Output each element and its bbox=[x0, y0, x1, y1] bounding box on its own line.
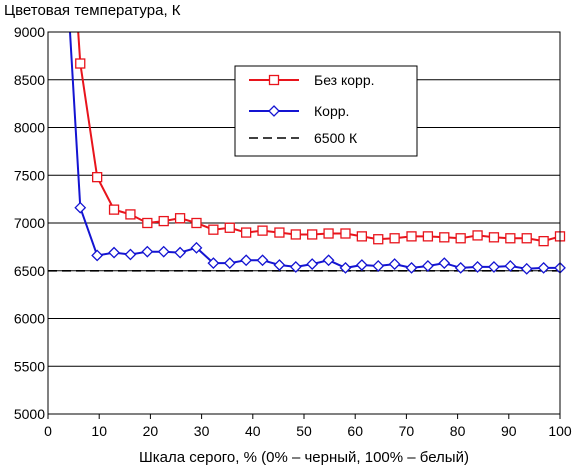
y-tick-label: 5500 bbox=[14, 358, 45, 374]
series-layer bbox=[48, 31, 566, 275]
data-point bbox=[268, 74, 280, 86]
data-point bbox=[406, 231, 417, 242]
data-point bbox=[108, 246, 120, 259]
legend: Без корр. Корр. 6500 К bbox=[234, 65, 418, 157]
x-tick-label: 50 bbox=[296, 423, 312, 439]
data-point bbox=[472, 230, 483, 241]
data-point bbox=[355, 259, 368, 271]
x-tick-label: 10 bbox=[91, 423, 107, 439]
data-point bbox=[268, 105, 280, 117]
data-point bbox=[274, 227, 285, 238]
data-point bbox=[538, 235, 549, 247]
data-point bbox=[471, 261, 484, 273]
legend-label: Без корр. bbox=[314, 72, 375, 88]
data-point bbox=[223, 257, 236, 270]
x-tick-label: 0 bbox=[44, 423, 52, 439]
data-point bbox=[521, 233, 532, 244]
y-tick-label: 9000 bbox=[14, 24, 45, 40]
data-point bbox=[438, 257, 451, 270]
y-tick-label: 7500 bbox=[14, 167, 45, 183]
plot-area-frame bbox=[47, 31, 561, 415]
data-point bbox=[454, 261, 467, 274]
data-point bbox=[108, 204, 120, 215]
data-point bbox=[74, 201, 87, 214]
data-point bbox=[158, 215, 169, 227]
data-point bbox=[422, 231, 434, 242]
legend-label: 6500 К bbox=[314, 130, 358, 146]
series-1 bbox=[69, 31, 566, 275]
data-point bbox=[439, 232, 450, 243]
data-point bbox=[142, 217, 153, 229]
data-point bbox=[174, 213, 186, 224]
data-point bbox=[339, 261, 352, 274]
data-point bbox=[388, 258, 401, 270]
data-point bbox=[289, 261, 302, 273]
data-point bbox=[373, 234, 384, 245]
data-point bbox=[174, 246, 187, 259]
x-tick-label: 90 bbox=[501, 423, 517, 439]
x-tick-label: 20 bbox=[143, 423, 159, 439]
x-tick-label: 100 bbox=[548, 423, 572, 439]
data-point bbox=[208, 224, 219, 235]
data-point bbox=[505, 233, 516, 244]
x-tick-label: 80 bbox=[450, 423, 466, 439]
data-point bbox=[224, 222, 235, 233]
data-point bbox=[389, 233, 400, 244]
data-point bbox=[504, 260, 517, 272]
data-point bbox=[356, 231, 368, 242]
data-point bbox=[290, 229, 301, 240]
data-point bbox=[256, 254, 269, 267]
y-tick-label: 5000 bbox=[14, 406, 45, 422]
data-point bbox=[372, 260, 385, 272]
data-point bbox=[92, 172, 103, 183]
x-tick-label: 30 bbox=[194, 423, 210, 439]
y-tick-label: 6000 bbox=[14, 311, 45, 327]
y-tick-label: 6500 bbox=[14, 263, 45, 279]
data-point bbox=[157, 245, 170, 258]
data-point bbox=[307, 229, 318, 240]
x-tick-label: 40 bbox=[245, 423, 261, 439]
data-point bbox=[125, 209, 136, 220]
chart-title: Цветовая температура, К bbox=[4, 2, 181, 19]
data-point bbox=[323, 228, 334, 239]
data-point bbox=[257, 225, 268, 236]
data-point bbox=[75, 58, 86, 69]
data-point bbox=[421, 260, 434, 272]
data-point bbox=[455, 233, 466, 244]
data-point bbox=[405, 261, 418, 274]
data-point bbox=[273, 259, 286, 271]
data-point bbox=[306, 258, 319, 270]
data-point bbox=[488, 261, 500, 273]
data-point bbox=[322, 254, 335, 267]
data-point bbox=[240, 254, 253, 267]
x-axis-tick-labels: 0 10 20 30 40 50 60 70 80 90 100 bbox=[44, 414, 572, 439]
y-tick-label: 8000 bbox=[14, 120, 45, 136]
y-tick-label: 8500 bbox=[14, 72, 45, 88]
data-point bbox=[124, 248, 137, 261]
y-tick-label: 7000 bbox=[14, 215, 45, 231]
data-point bbox=[537, 261, 550, 274]
data-point bbox=[240, 227, 252, 238]
data-point bbox=[340, 228, 351, 239]
data-point bbox=[141, 245, 154, 258]
x-tick-label: 60 bbox=[347, 423, 363, 439]
data-point bbox=[207, 257, 220, 270]
data-point bbox=[190, 241, 203, 254]
data-point bbox=[191, 217, 202, 229]
data-point bbox=[91, 249, 104, 262]
data-point bbox=[488, 232, 500, 243]
x-axis-label: Шкала серого, % (0% – черный, 100% – бел… bbox=[139, 449, 469, 466]
data-point bbox=[520, 262, 533, 275]
legend-label: Корр. bbox=[314, 103, 349, 119]
x-tick-label: 70 bbox=[399, 423, 415, 439]
series-0 bbox=[75, 31, 566, 247]
y-axis-tick-labels: 5000 5500 6000 6500 7000 7500 8000 8500 9000 bbox=[14, 24, 45, 422]
